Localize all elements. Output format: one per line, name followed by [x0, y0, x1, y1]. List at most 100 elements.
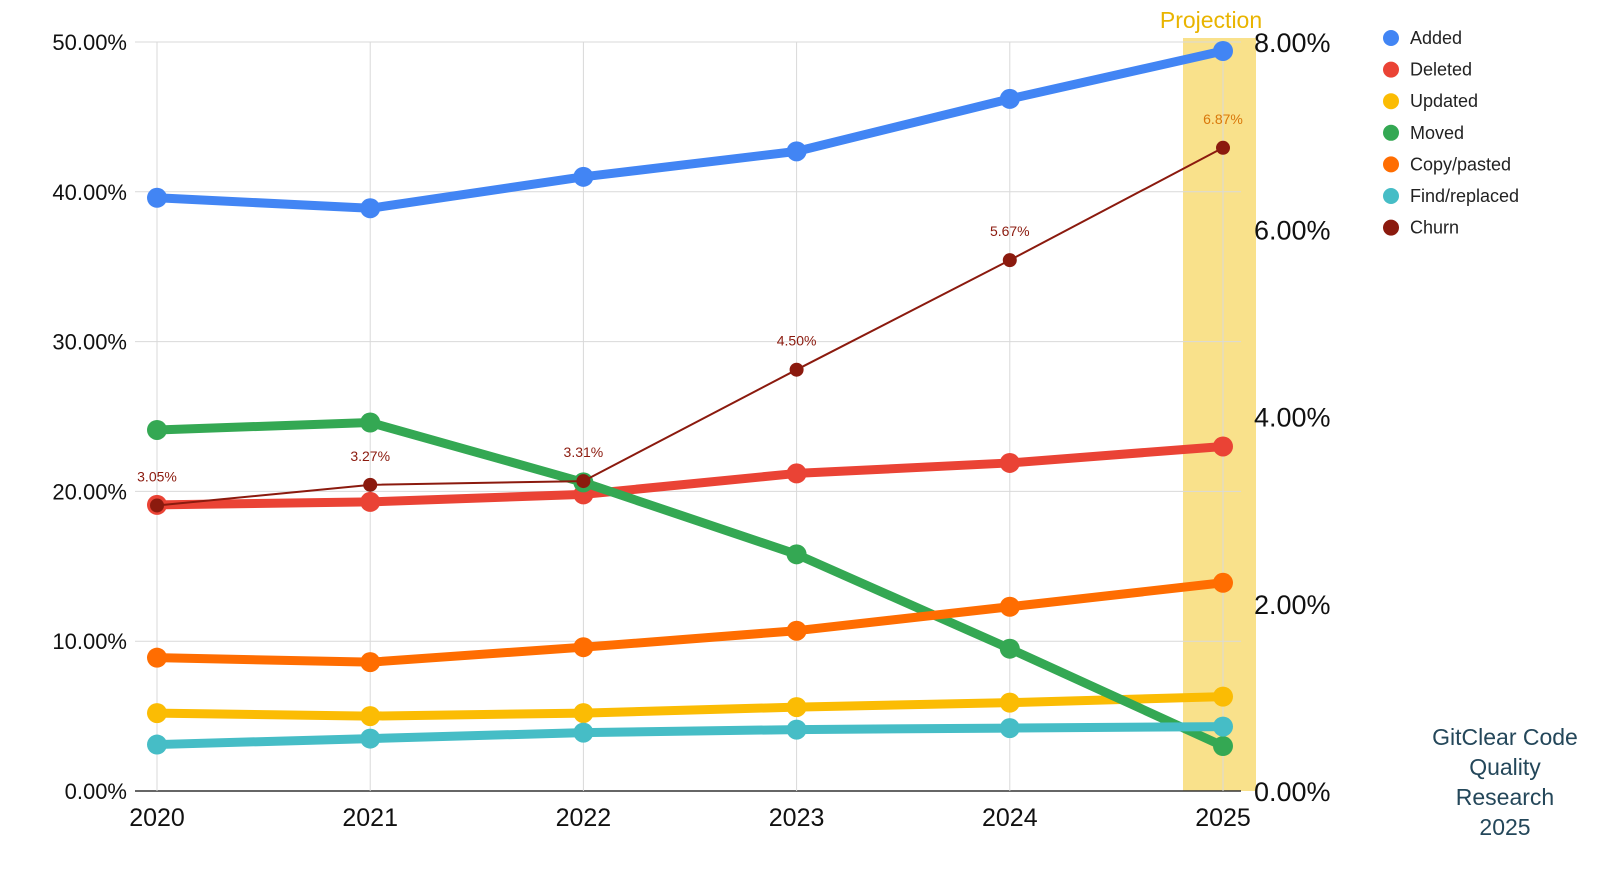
- data-point-copy-pasted: [1213, 572, 1233, 593]
- legend-swatch: [1383, 219, 1399, 236]
- series-lines: [147, 40, 1233, 757]
- axis-ticks: 0.00% 10.00% 20.00% 30.00% 40.00% 50.00% 0.00%…: [52, 28, 1330, 832]
- legend-label: Churn: [1410, 218, 1459, 238]
- data-point-added: [999, 88, 1020, 109]
- data-point-churn: [789, 362, 804, 377]
- data-point-find-replaced: [786, 719, 807, 740]
- series-line-deleted: [152, 441, 1228, 510]
- legend-label: Find/replaced: [1410, 186, 1519, 206]
- legend-swatch: [1383, 124, 1399, 141]
- legend-label: Updated: [1410, 91, 1478, 111]
- legend-item-moved: Moved: [1383, 123, 1464, 143]
- data-point-copy-pasted: [573, 637, 594, 658]
- data-point-copy-pasted: [786, 620, 807, 641]
- series-line-moved: [152, 417, 1228, 751]
- legend-item-find-replaced: Find/replaced: [1383, 186, 1519, 206]
- data-point-updated: [573, 703, 594, 724]
- data-point-deleted: [999, 452, 1020, 473]
- legend-swatch: [1383, 93, 1399, 110]
- legend: Added Deleted Updated Moved Copy/pasted Find/…: [1383, 28, 1519, 238]
- legend-label: Moved: [1410, 123, 1464, 143]
- credit-line-3: Research: [1455, 784, 1555, 810]
- legend-label: Added: [1410, 28, 1462, 48]
- data-point-moved: [1213, 736, 1233, 757]
- data-point-added: [786, 141, 807, 162]
- data-point-moved: [786, 544, 807, 565]
- data-point-find-replaced: [573, 722, 594, 743]
- data-point-churn: [576, 474, 591, 489]
- series-churn: [150, 140, 1230, 513]
- data-point-updated: [147, 703, 167, 724]
- legend-swatch: [1383, 188, 1399, 204]
- data-point-churn: [150, 498, 164, 513]
- series-line-churn: [156, 146, 1224, 507]
- data-point-moved: [147, 419, 167, 440]
- legend-item-added: Added: [1383, 28, 1462, 48]
- left-y-tick-label: 50.00%: [52, 30, 127, 55]
- series-added: [147, 40, 1233, 219]
- left-y-tick-label: 40.00%: [52, 180, 127, 205]
- data-label-churn: 6.87%: [1203, 111, 1243, 127]
- series-line-updated: [152, 692, 1228, 721]
- data-point-find-replaced: [147, 734, 167, 755]
- left-y-tick-label: 0.00%: [65, 779, 127, 804]
- data-labels: 3.05% 3.27% 3.31% 4.50% 5.67% 6.87%: [137, 111, 1243, 485]
- data-point-churn: [363, 477, 378, 492]
- data-label-churn: 3.31%: [564, 444, 604, 460]
- right-y-tick-label: 6.00%: [1254, 215, 1331, 245]
- legend-item-deleted: Deleted: [1383, 60, 1472, 80]
- x-tick-label: 2024: [982, 804, 1038, 832]
- data-point-moved: [999, 638, 1020, 659]
- data-point-find-replaced: [999, 718, 1020, 739]
- legend-swatch: [1383, 30, 1399, 46]
- data-point-deleted: [1213, 436, 1233, 457]
- data-point-added: [573, 166, 594, 187]
- left-y-tick-label: 20.00%: [52, 479, 127, 504]
- x-tick-label: 2022: [556, 804, 612, 832]
- legend-item-copy-pasted: Copy/pasted: [1383, 154, 1511, 174]
- data-point-copy-pasted: [360, 652, 381, 673]
- projection-label: Projection: [1160, 7, 1262, 33]
- right-y-tick-label: 0.00%: [1254, 777, 1331, 807]
- legend-label: Copy/pasted: [1410, 154, 1511, 174]
- data-point-updated: [786, 697, 807, 718]
- legend-swatch: [1383, 156, 1399, 173]
- data-point-deleted: [786, 463, 807, 484]
- data-point-churn: [1216, 140, 1230, 155]
- data-point-copy-pasted: [999, 596, 1020, 617]
- series-updated: [147, 686, 1233, 727]
- credit-line-4: 2025: [1479, 814, 1531, 840]
- data-label-churn: 3.05%: [137, 468, 177, 484]
- right-y-tick-label: 8.00%: [1254, 28, 1331, 58]
- data-point-added: [147, 187, 167, 208]
- data-point-find-replaced: [1213, 716, 1233, 737]
- right-y-tick-label: 2.00%: [1254, 590, 1331, 620]
- data-point-added: [1213, 40, 1233, 61]
- x-tick-label: 2023: [769, 804, 825, 832]
- legend-swatch: [1383, 61, 1399, 78]
- right-y-tick-label: 4.00%: [1254, 403, 1331, 433]
- data-point-added: [360, 198, 381, 219]
- data-label-churn: 3.27%: [350, 448, 390, 464]
- x-tick-label: 2025: [1195, 804, 1251, 832]
- legend-item-churn: Churn: [1383, 218, 1459, 238]
- series-line-copy-pasted: [152, 578, 1228, 667]
- series-line-added: [152, 46, 1228, 213]
- data-point-updated: [360, 706, 381, 727]
- series-line-find-replaced: [152, 722, 1228, 750]
- data-point-updated: [999, 692, 1020, 713]
- credit-line-2: Quality: [1469, 754, 1541, 780]
- credit-line-1: GitClear Code: [1432, 724, 1578, 750]
- series-find-replaced: [147, 716, 1233, 755]
- series-copy-pasted: [147, 572, 1233, 673]
- left-y-tick-label: 10.00%: [52, 629, 127, 654]
- data-label-churn: 5.67%: [990, 223, 1030, 239]
- data-point-copy-pasted: [147, 647, 167, 668]
- data-point-moved: [360, 412, 381, 433]
- data-point-updated: [1213, 686, 1233, 707]
- data-point-find-replaced: [360, 728, 381, 749]
- x-tick-label: 2020: [129, 804, 185, 832]
- series-deleted: [147, 436, 1233, 515]
- left-y-tick-label: 30.00%: [52, 330, 127, 355]
